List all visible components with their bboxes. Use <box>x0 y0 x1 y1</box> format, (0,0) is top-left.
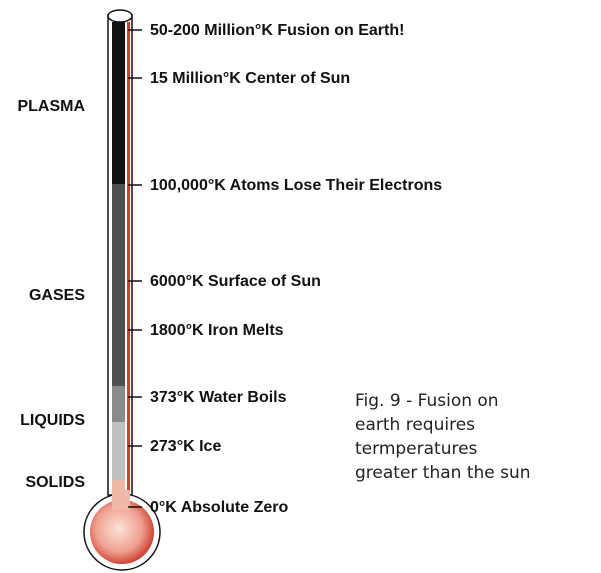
marker-label: 6000°K Surface of Sun <box>150 273 321 290</box>
marker-label: 373°K Water Boils <box>150 389 287 406</box>
markers: 50-200 Million°K Fusion on Earth! 15 Mil… <box>128 22 442 516</box>
marker-label: 15 Million°K Center of Sun <box>150 70 350 87</box>
marker-label: 0°K Absolute Zero <box>150 499 288 516</box>
caption-line: earth requires <box>355 415 475 435</box>
caption-line: termperatures <box>355 439 478 459</box>
caption: Fig. 9 - Fusion on earth requires termpe… <box>355 391 531 483</box>
phase-label: PLASMA <box>17 98 85 115</box>
marker-label: 273°K Ice <box>150 438 221 455</box>
phase-label: GASES <box>29 287 85 304</box>
phases: PLASMA GASES LIQUIDS SOLIDS <box>17 98 85 491</box>
phase-label: SOLIDS <box>25 474 85 491</box>
phase-label: LIQUIDS <box>20 412 85 429</box>
caption-line: Fig. 9 - Fusion on <box>355 391 499 411</box>
caption-line: greater than the sun <box>355 463 531 483</box>
marker-label: 100,000°K Atoms Lose Their Electrons <box>150 177 442 194</box>
marker-label: 1800°K Iron Melts <box>150 322 284 339</box>
thermometer <box>83 9 161 571</box>
marker-label: 50-200 Million°K Fusion on Earth! <box>150 22 404 39</box>
